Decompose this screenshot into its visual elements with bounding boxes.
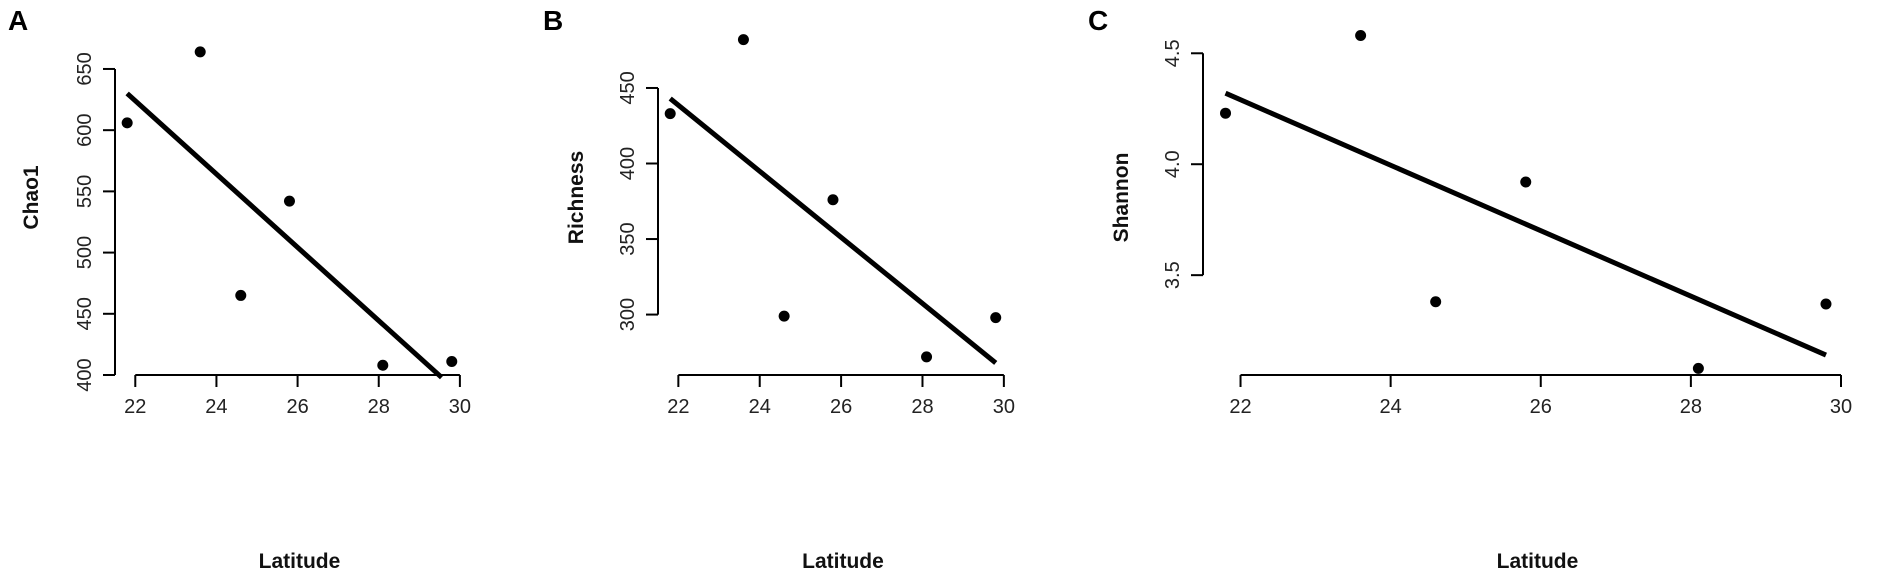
x-axis-title: Latitude [802,550,884,571]
data-point [1220,107,1232,119]
x-tick-label: 30 [1830,396,1852,418]
y-tick-label: 450 [617,71,639,104]
data-point [1430,296,1442,308]
panel-a: A 22 24 26 28 30 400 450 500 550 600 650 Latitude Cha… [8,5,471,571]
y-tick-label: 400 [74,358,96,391]
y-tick-label: 450 [74,297,96,330]
data-point [121,117,133,129]
data-point [990,312,1002,324]
x-tick-label: 26 [1530,396,1552,418]
regression-line [125,91,444,380]
data-point [235,289,247,301]
x-tick-label: 28 [911,396,933,418]
data-point [1355,30,1367,42]
data-point [194,46,206,58]
x-tick-label: 22 [1229,396,1251,418]
panel-b: B 22 24 26 28 30 300 350 400 450 Latitude Richness [543,5,1015,571]
y-axis-title: Shannon [1110,153,1133,243]
data-point [283,195,295,207]
x-tick-label: 26 [286,396,308,418]
y-tick-label: 600 [74,113,96,146]
x-axis-title: Latitude [1497,550,1579,571]
y-axis-title: Richness [565,151,588,244]
panel-letter: A [8,5,28,36]
regression-line [668,96,998,365]
x-tick-label: 24 [1380,396,1402,418]
x-tick-label: 22 [667,396,689,418]
y-tick-label: 400 [617,147,639,180]
data-point [1520,176,1532,188]
data-point [1820,298,1832,310]
y-axis-title: Chao1 [20,165,43,230]
y-tick-label: 550 [74,175,96,208]
y-tick-label: 300 [617,298,639,331]
regression-line [1224,90,1827,358]
x-tick-label: 26 [830,396,852,418]
data-point [737,34,749,46]
x-tick-label: 30 [449,396,471,418]
x-tick-label: 28 [368,396,390,418]
data-point [664,108,676,120]
data-point [1692,362,1704,374]
panel-c: C 22 24 26 28 30 3.5 4.0 4.5 Latitude Shannon [1088,5,1852,571]
y-tick-label: 500 [74,236,96,269]
x-tick-label: 30 [993,396,1015,418]
data-point [778,310,790,322]
data-point [377,359,389,371]
y-tick-label: 350 [617,222,639,255]
data-point [921,351,933,363]
y-tick-label: 4.0 [1162,150,1184,178]
panel-letter: C [1088,5,1108,36]
data-point [827,194,839,206]
x-tick-label: 28 [1680,396,1702,418]
y-tick-label: 4.5 [1162,39,1184,67]
y-tick-label: 3.5 [1162,261,1184,289]
x-axis-title: Latitude [259,550,341,571]
data-point [446,356,458,368]
panel-letter: B [543,5,563,36]
x-tick-label: 22 [124,396,146,418]
x-tick-label: 24 [205,396,227,418]
y-tick-label: 650 [74,52,96,85]
x-tick-label: 24 [749,396,771,418]
